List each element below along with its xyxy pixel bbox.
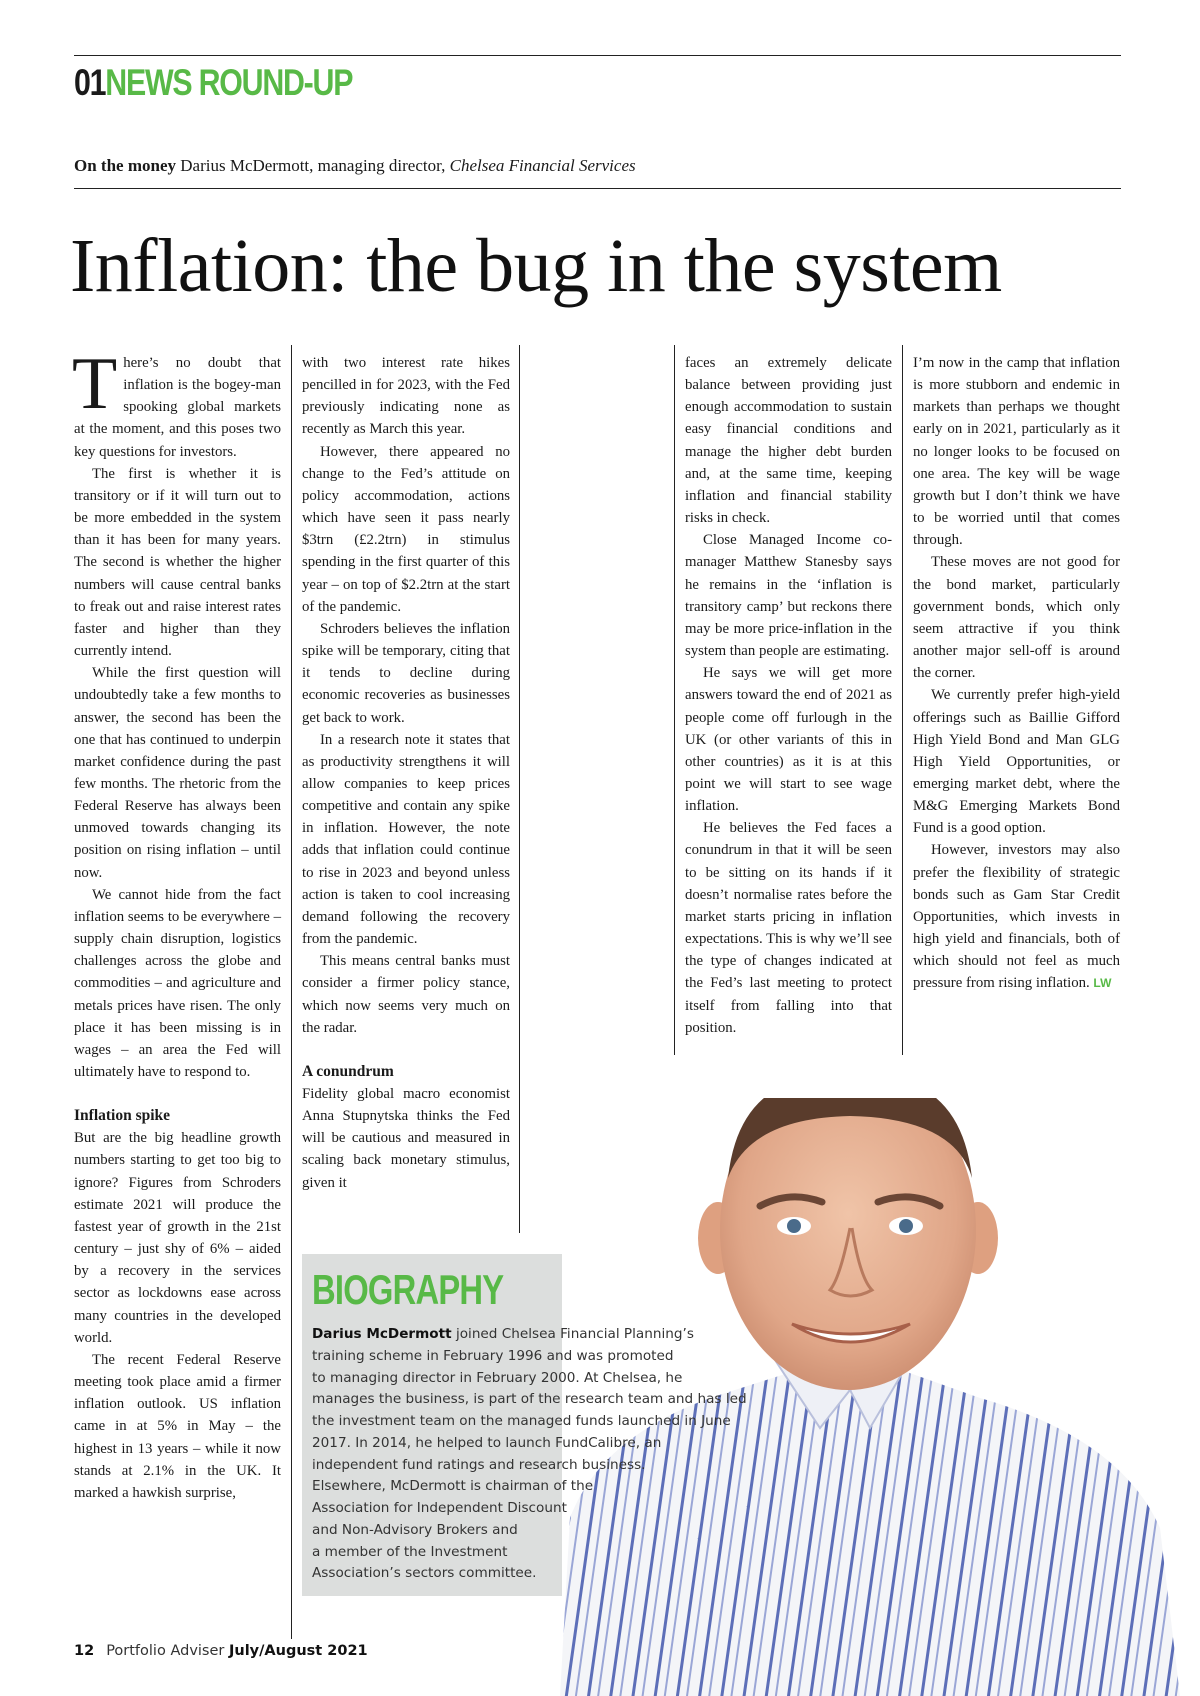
section-number: 01: [74, 62, 107, 103]
biography-text: Darius McDermott joined Chelsea Financia…: [312, 1326, 747, 1582]
top-rule: [74, 55, 1121, 56]
column-divider: [902, 345, 903, 1055]
paragraph: Schroders believes the inflation spike w…: [302, 620, 510, 726]
biography-name: Darius McDermott: [312, 1326, 452, 1342]
section-tag: 01NEWS ROUND-UP: [74, 62, 353, 104]
paragraph: Fidelity global macro economist Anna Stu…: [302, 1086, 510, 1191]
article-column-3: faces an extremely delicate balance betw…: [685, 352, 892, 1039]
biography-box: [302, 1254, 562, 1596]
byline-company: Chelsea Financial Services: [449, 156, 636, 175]
paragraph: We currently prefer high-yield offerings…: [913, 687, 1120, 837]
article-column-4: I’m now in the camp that inflation is mo…: [913, 352, 1120, 995]
column-divider: [519, 345, 520, 1233]
column-divider: [674, 345, 675, 1055]
paragraph: Close Managed Income co-manager Matthew …: [685, 532, 892, 660]
column-divider: [291, 345, 292, 1639]
page-number: 12: [74, 1643, 95, 1659]
paragraph: However, investors may also prefer the f…: [913, 842, 1120, 992]
article-column-2: with two interest rate hikes pencilled i…: [302, 352, 510, 1194]
paragraph: The first is whether it is transitory or…: [74, 465, 281, 660]
byline-author: Darius McDermott, managing director,: [180, 156, 450, 175]
paragraph: He says we will get more answers toward …: [685, 665, 892, 815]
paragraph: faces an extremely delicate balance betw…: [685, 355, 892, 527]
issue-date: July/August 2021: [228, 1643, 368, 1659]
headline: Inflation: the bug in the system: [70, 224, 1002, 308]
paragraph: I’m now in the camp that inflation is mo…: [913, 355, 1120, 549]
byline-label: On the money: [74, 156, 176, 175]
paragraph: This means central banks must consider a…: [302, 953, 510, 1036]
author-photo: [560, 1098, 1180, 1696]
section-name: NEWS ROUND-UP: [105, 62, 353, 103]
drop-cap: T: [72, 343, 118, 425]
publication-name: Portfolio Adviser: [106, 1643, 229, 1659]
author-initials: LW: [1093, 976, 1112, 991]
paragraph: However, there appeared no change to the…: [302, 443, 510, 615]
paragraph: These moves are not good for the bond ma…: [913, 554, 1120, 682]
subheading: Inflation spike: [74, 1107, 171, 1125]
page-footer: 12 Portfolio Adviser July/August 2021: [74, 1643, 368, 1659]
paragraph: But are the big headline growth numbers …: [74, 1130, 281, 1346]
paragraph: In a research note it states that as pro…: [302, 731, 510, 948]
paragraph: The recent Federal Reserve meeting took …: [74, 1351, 281, 1501]
biography: BIOGRAPHY Darius McDermott joined Chelse…: [302, 1254, 782, 1585]
byline-rule: [74, 188, 1121, 189]
paragraph: While the first question will undoubtedl…: [74, 665, 281, 881]
byline: On the money Darius McDermott, managing …: [74, 156, 636, 176]
paragraph: He believes the Fed faces a conundrum in…: [685, 820, 892, 1036]
biography-title: BIOGRAPHY: [312, 1266, 504, 1313]
paragraph: We cannot hide from the fact inflation s…: [74, 886, 281, 1080]
subheading: A conundrum: [302, 1062, 394, 1080]
paragraph: with two interest rate hikes pencilled i…: [302, 355, 510, 438]
